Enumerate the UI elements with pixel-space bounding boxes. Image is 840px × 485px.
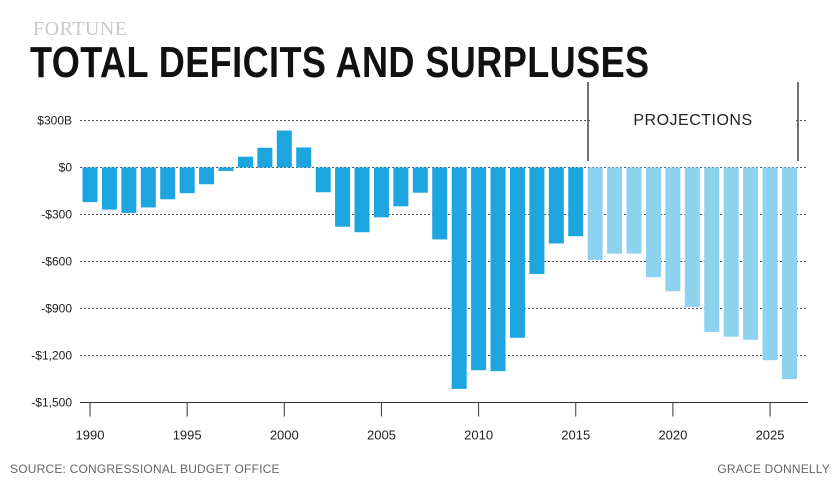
bar-actual [568,167,584,237]
y-tick-label: -$900 [41,302,72,316]
x-tick-label: 1990 [76,428,105,443]
projection-label: PROJECTIONS [633,112,752,129]
y-tick-label: $0 [59,161,73,175]
bar-actual [451,167,467,389]
bar-projected [684,167,700,307]
bar-projected [723,167,739,337]
x-tick-label: 2020 [658,428,687,443]
projection-bracket: PROJECTIONS [587,82,799,161]
bar-projected [645,167,661,278]
projection-label-backdrop [590,108,796,130]
bar-actual [490,167,506,372]
y-tick-label: $300B [37,114,72,128]
bars [82,130,797,389]
bar-actual [529,167,545,275]
x-tick-label: 2005 [367,428,396,443]
x-axis-labels: 1990 1995 2000 2005 2010 2015 2020 2025 [76,428,785,443]
bar-actual [296,147,312,168]
bar-actual [432,167,448,240]
bar-actual [121,167,137,213]
x-axis [80,402,808,417]
bar-actual [412,167,428,193]
byline: GRACE DONNELLY [717,462,830,476]
bar-actual [373,167,389,218]
bar-projected [762,167,778,361]
brand-logo: FORTUNE [33,18,128,40]
x-tick-label: 2015 [561,428,590,443]
bar-actual [237,156,253,168]
bar-actual [335,167,351,227]
y-tick-label: -$1,200 [31,349,72,363]
bar-projected [743,167,759,340]
source-note: SOURCE: CONGRESSIONAL BUDGET OFFICE [10,462,280,476]
y-tick-label: -$300 [41,208,72,222]
bar-projected [607,167,623,254]
bar-actual [471,167,487,371]
x-tick-label: 2000 [270,428,299,443]
bar-projected [587,167,603,260]
bar-actual [509,167,525,338]
y-tick-label: -$1,500 [31,396,72,410]
bar-actual [257,147,273,168]
x-tick-label: 2010 [464,428,493,443]
x-tick-label: 1995 [173,428,202,443]
bar-projected [781,167,797,379]
x-tick-label: 2025 [756,428,785,443]
bar-actual [179,167,195,194]
bar-projected [704,167,720,332]
chart-title: TOTAL DEFICITS AND SURPLUSES [30,38,650,87]
bar-actual [354,167,370,233]
bar-actual [82,167,98,203]
bar-actual [548,167,564,244]
bar-projected [626,167,642,254]
bar-actual [101,167,117,210]
y-tick-label: -$600 [41,255,72,269]
bar-actual [199,167,215,185]
bar-actual [393,167,409,207]
bar-projected [665,167,681,292]
y-axis-labels: $300B $0 -$300 -$600 -$900 -$1,200 -$1,500 [31,114,72,410]
bar-actual [315,167,331,193]
bar-actual [276,130,292,168]
bar-actual [218,167,234,171]
bar-actual [140,167,156,208]
bar-actual [160,167,176,200]
